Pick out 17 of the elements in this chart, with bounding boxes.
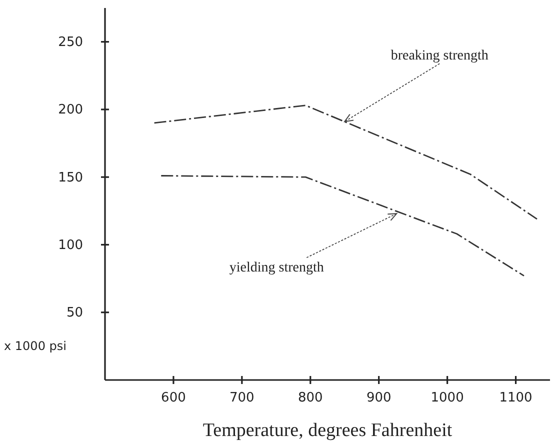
x-tick-label: 1100 bbox=[499, 390, 532, 406]
y-tick-label: 250 bbox=[58, 34, 83, 50]
y-tick-label: 100 bbox=[58, 238, 83, 253]
x-tick-label: 800 bbox=[298, 390, 323, 406]
x-tick-label: 1000 bbox=[430, 390, 464, 406]
annotation: breaking strength bbox=[390, 48, 488, 64]
x-tick-label: 900 bbox=[366, 390, 392, 406]
y-tick-label: 50 bbox=[66, 306, 83, 321]
y-tick-label: 150 bbox=[58, 170, 83, 186]
y-tick-label: 200 bbox=[58, 102, 83, 118]
x-axis-title: Temperature, degrees Fahrenheit bbox=[202, 420, 453, 441]
line-series bbox=[154, 104, 538, 220]
x-tick-label: 700 bbox=[230, 390, 254, 406]
y-axis-title: x 1000 psi bbox=[4, 339, 66, 353]
line-series bbox=[160, 175, 525, 277]
x-tick-label: 600 bbox=[161, 390, 186, 406]
annotation: yielding strength bbox=[229, 260, 324, 276]
